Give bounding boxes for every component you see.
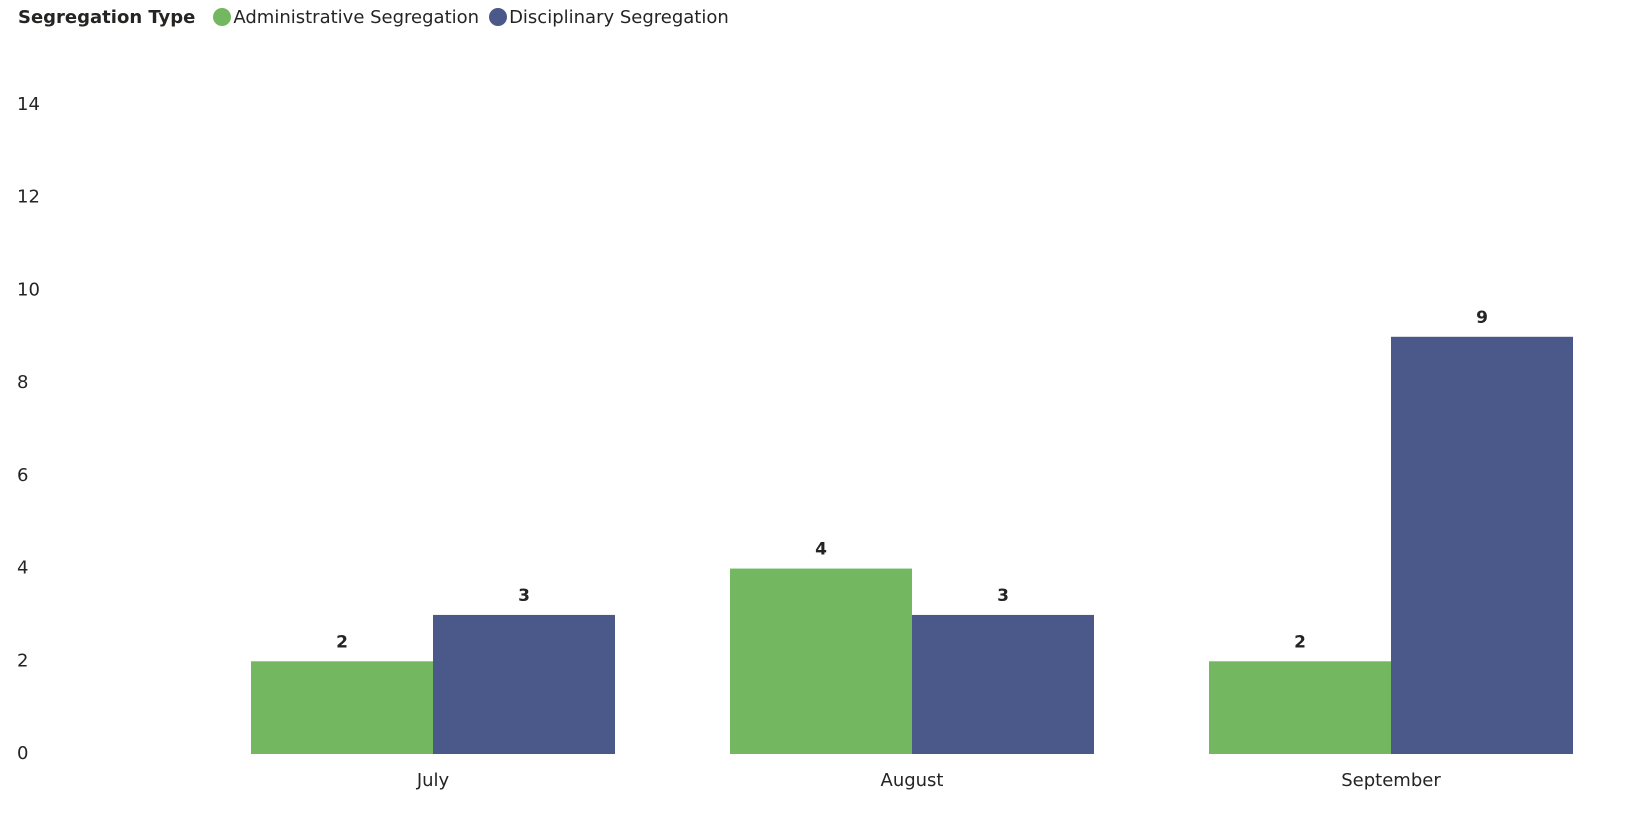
bar-disciplinary-july	[433, 614, 615, 754]
legend-swatch-disciplinary	[489, 8, 508, 26]
x-tick-label: August	[881, 770, 944, 791]
legend-swatch-administrative	[213, 8, 232, 26]
bar-administrative-july	[251, 661, 433, 754]
data-label-disciplinary-august: 3	[997, 586, 1009, 606]
data-label-disciplinary-july: 3	[518, 586, 530, 606]
y-tick-label: 0	[17, 743, 28, 764]
x-tick-label: July	[416, 770, 450, 791]
legend-label-disciplinary: Disciplinary Segregation	[509, 6, 729, 28]
legend-item-administrative[interactable]: Administrative Segregation	[213, 7, 479, 28]
chart-legend: Segregation Type Administrative Segregat…	[18, 5, 739, 29]
data-label-administrative-september: 2	[1294, 632, 1306, 652]
y-tick-label: 6	[17, 465, 28, 486]
y-tick-label: 10	[17, 279, 40, 300]
y-tick-label: 4	[17, 558, 28, 579]
data-label-administrative-july: 2	[336, 632, 348, 652]
bar-administrative-september	[1209, 661, 1391, 754]
bar-disciplinary-august	[912, 614, 1094, 754]
data-label-disciplinary-september: 9	[1476, 308, 1488, 328]
legend-item-disciplinary[interactable]: Disciplinary Segregation	[489, 7, 729, 28]
legend-title: Segregation Type	[18, 6, 196, 28]
x-tick-label: September	[1341, 770, 1441, 791]
y-tick-label: 12	[17, 187, 40, 208]
bar-disciplinary-september	[1391, 336, 1573, 754]
bar-administrative-august	[730, 568, 912, 754]
y-tick-label: 14	[17, 94, 40, 115]
data-label-administrative-august: 4	[815, 540, 827, 560]
y-tick-label: 2	[17, 650, 28, 671]
y-tick-label: 8	[17, 372, 28, 393]
legend-label-administrative: Administrative Segregation	[233, 6, 480, 28]
